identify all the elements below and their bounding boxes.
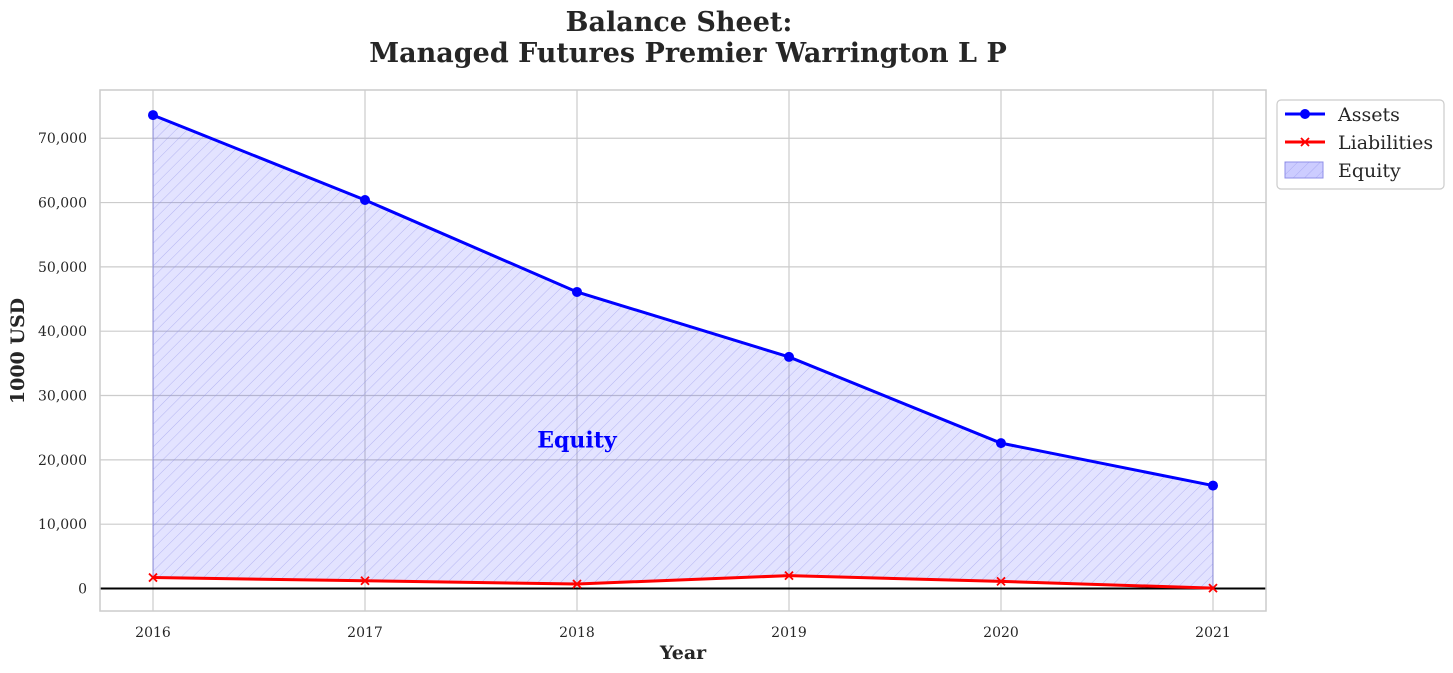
legend-liabilities-marker xyxy=(1300,137,1310,147)
y-tick-label: 10,000 xyxy=(38,517,87,533)
liabilities-line xyxy=(152,574,1214,590)
x-tick-label: 2020 xyxy=(983,625,1019,641)
liabilities-point xyxy=(148,572,158,583)
x-tick-label: 2018 xyxy=(559,625,595,641)
legend-equity-label: Equity xyxy=(1338,160,1401,182)
equity-annotation: Equity xyxy=(537,428,618,454)
assets-point xyxy=(360,194,370,205)
chart-title-line-2: Managed Futures Premier Warrington L P xyxy=(369,38,1007,69)
y-tick-label: 50,000 xyxy=(38,260,87,276)
equity-hatch xyxy=(153,115,1213,589)
y-tick-label: 40,000 xyxy=(38,324,87,340)
assets-point xyxy=(1208,480,1218,491)
x-tick-label: 2021 xyxy=(1195,625,1231,641)
x-axis-label: Year xyxy=(659,642,707,664)
liabilities-point xyxy=(572,579,582,589)
liabilities-point xyxy=(1208,583,1218,593)
legend-liabilities-label: Liabilities xyxy=(1338,132,1433,154)
y-tick-label: 20,000 xyxy=(38,453,87,469)
legend-equity-hatch xyxy=(1285,162,1323,178)
liabilities-point xyxy=(784,570,794,581)
y-tick-label: 70,000 xyxy=(38,131,87,147)
plot-area: 0 10,000 20,000 30,000 40,000 50,000 60,000 70,… xyxy=(38,89,1267,641)
plot-frame xyxy=(99,89,1267,612)
x-tick-label: 2017 xyxy=(347,625,383,641)
liabilities-point xyxy=(360,576,370,586)
assets-point xyxy=(784,351,794,362)
y-tick-label: 30,000 xyxy=(38,389,87,405)
assets-line xyxy=(152,113,1214,488)
y-tick-label: 0 xyxy=(78,581,87,597)
legend-assets-marker xyxy=(1300,109,1310,119)
y-axis-label: 1000 USD xyxy=(7,298,29,404)
liabilities-point xyxy=(996,576,1006,587)
legend: Assets Liabilities Equity xyxy=(1276,99,1445,190)
x-tick-label: 2019 xyxy=(771,625,807,641)
x-tick-label: 2016 xyxy=(135,625,171,641)
assets-point xyxy=(996,438,1006,449)
assets-point xyxy=(148,110,158,121)
assets-point xyxy=(572,286,582,297)
legend-assets-label: Assets xyxy=(1337,104,1400,126)
chart-title-line-1: Balance Sheet: xyxy=(566,7,793,38)
y-tick-label: 60,000 xyxy=(38,196,87,212)
